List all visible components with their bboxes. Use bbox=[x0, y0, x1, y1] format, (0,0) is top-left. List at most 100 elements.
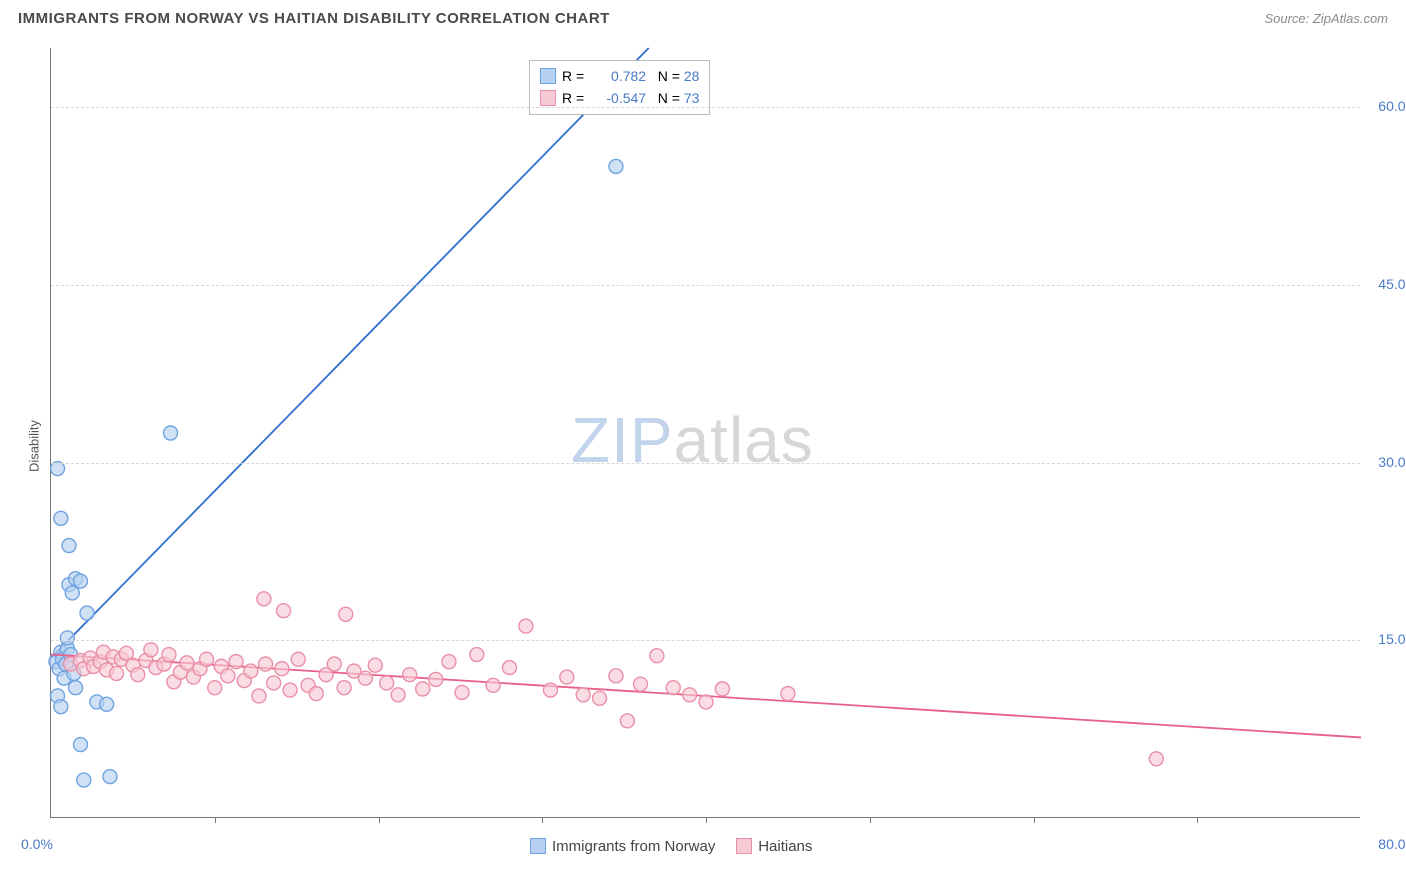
data-point bbox=[110, 666, 124, 680]
data-point bbox=[455, 685, 469, 699]
data-point bbox=[699, 695, 713, 709]
x-tick-mark bbox=[706, 817, 707, 823]
series-legend: Immigrants from Norway Haitians bbox=[530, 838, 812, 855]
data-point bbox=[51, 462, 65, 476]
data-point bbox=[442, 655, 456, 669]
data-point bbox=[62, 539, 76, 553]
data-point bbox=[519, 619, 533, 633]
x-tick-mark bbox=[379, 817, 380, 823]
data-point bbox=[259, 657, 273, 671]
data-point bbox=[275, 662, 289, 676]
legend-swatch-icon bbox=[540, 68, 556, 84]
data-point bbox=[54, 511, 68, 525]
x-tick-mark bbox=[1034, 817, 1035, 823]
data-point bbox=[403, 668, 417, 682]
data-point bbox=[252, 689, 266, 703]
data-point bbox=[543, 683, 557, 697]
data-point bbox=[337, 681, 351, 695]
x-tick-label: 0.0% bbox=[21, 836, 53, 852]
gridline bbox=[51, 463, 1360, 464]
data-point bbox=[358, 671, 372, 685]
legend-r-label: R = bbox=[562, 68, 588, 84]
data-point bbox=[1149, 752, 1163, 766]
chart-title: IMMIGRANTS FROM NORWAY VS HAITIAN DISABI… bbox=[18, 10, 610, 27]
data-point bbox=[180, 656, 194, 670]
data-point bbox=[131, 668, 145, 682]
data-point bbox=[229, 655, 243, 669]
data-point bbox=[162, 648, 176, 662]
data-point bbox=[368, 658, 382, 672]
legend-n-label: N = bbox=[646, 90, 684, 106]
legend-swatch-icon bbox=[736, 838, 752, 854]
data-point bbox=[164, 426, 178, 440]
data-point bbox=[73, 738, 87, 752]
x-tick-label: 80.0% bbox=[1378, 836, 1406, 852]
data-point bbox=[609, 669, 623, 683]
data-point bbox=[309, 687, 323, 701]
data-point bbox=[208, 681, 222, 695]
legend-row: R = 0.782 N = 28 bbox=[540, 65, 699, 87]
gridline bbox=[51, 285, 1360, 286]
data-point bbox=[666, 681, 680, 695]
legend-n-value: 28 bbox=[684, 68, 700, 84]
y-tick-label: 30.0% bbox=[1378, 454, 1406, 470]
x-tick-mark bbox=[1197, 817, 1198, 823]
data-point bbox=[257, 592, 271, 606]
data-point bbox=[620, 714, 634, 728]
data-point bbox=[576, 688, 590, 702]
data-point bbox=[54, 700, 68, 714]
data-point bbox=[100, 697, 114, 711]
data-point bbox=[391, 688, 405, 702]
source-attribution: Source: ZipAtlas.com bbox=[1264, 11, 1388, 26]
x-tick-mark bbox=[870, 817, 871, 823]
regression-line bbox=[51, 48, 649, 658]
data-point bbox=[634, 677, 648, 691]
scatter-svg bbox=[51, 48, 1360, 817]
gridline bbox=[51, 107, 1360, 108]
data-point bbox=[267, 676, 281, 690]
x-tick-mark bbox=[542, 817, 543, 823]
data-point bbox=[80, 606, 94, 620]
data-point bbox=[144, 643, 158, 657]
y-tick-label: 15.0% bbox=[1378, 631, 1406, 647]
x-tick-mark bbox=[215, 817, 216, 823]
data-point bbox=[277, 604, 291, 618]
data-point bbox=[69, 681, 83, 695]
legend-r-value: 0.782 bbox=[588, 65, 646, 87]
legend-n-label: N = bbox=[646, 68, 684, 84]
data-point bbox=[380, 676, 394, 690]
data-point bbox=[327, 657, 341, 671]
data-point bbox=[781, 687, 795, 701]
legend-series-label: Immigrants from Norway bbox=[552, 838, 715, 855]
data-point bbox=[560, 670, 574, 684]
y-axis-label: Disability bbox=[27, 420, 42, 472]
data-point bbox=[77, 773, 91, 787]
data-point bbox=[103, 770, 117, 784]
data-point bbox=[291, 652, 305, 666]
data-point bbox=[429, 672, 443, 686]
data-point bbox=[503, 661, 517, 675]
data-point bbox=[416, 682, 430, 696]
y-tick-label: 60.0% bbox=[1378, 98, 1406, 114]
data-point bbox=[470, 648, 484, 662]
data-point bbox=[60, 631, 74, 645]
header-bar: IMMIGRANTS FROM NORWAY VS HAITIAN DISABI… bbox=[0, 0, 1406, 35]
data-point bbox=[73, 574, 87, 588]
y-tick-label: 45.0% bbox=[1378, 276, 1406, 292]
data-point bbox=[200, 652, 214, 666]
gridline bbox=[51, 640, 1360, 641]
data-point bbox=[650, 649, 664, 663]
data-point bbox=[283, 683, 297, 697]
data-point bbox=[683, 688, 697, 702]
legend-series-label: Haitians bbox=[758, 838, 812, 855]
legend-swatch-icon bbox=[530, 838, 546, 854]
data-point bbox=[593, 691, 607, 705]
data-point bbox=[609, 159, 623, 173]
data-point bbox=[715, 682, 729, 696]
data-point bbox=[339, 607, 353, 621]
legend-n-value: 73 bbox=[684, 90, 700, 106]
legend-swatch-icon bbox=[540, 90, 556, 106]
data-point bbox=[221, 669, 235, 683]
legend-r-label: R = bbox=[562, 90, 588, 106]
data-point bbox=[486, 678, 500, 692]
